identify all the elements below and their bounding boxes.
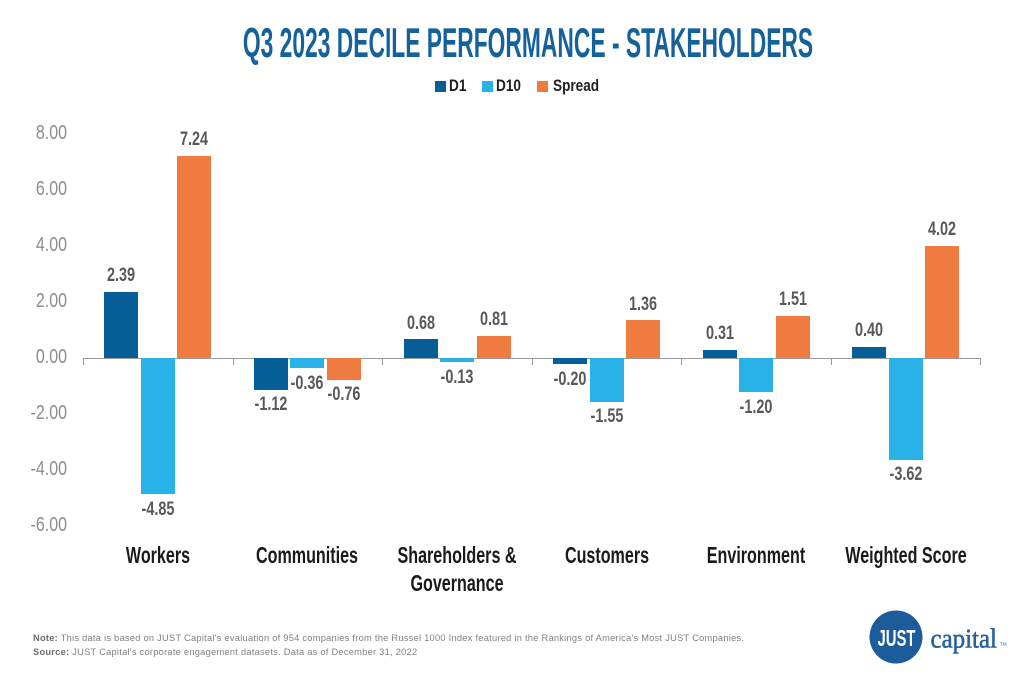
svg-text:capital: capital	[931, 623, 998, 654]
svg-text:TM: TM	[1000, 642, 1007, 647]
svg-text:JUST: JUST	[878, 625, 916, 651]
